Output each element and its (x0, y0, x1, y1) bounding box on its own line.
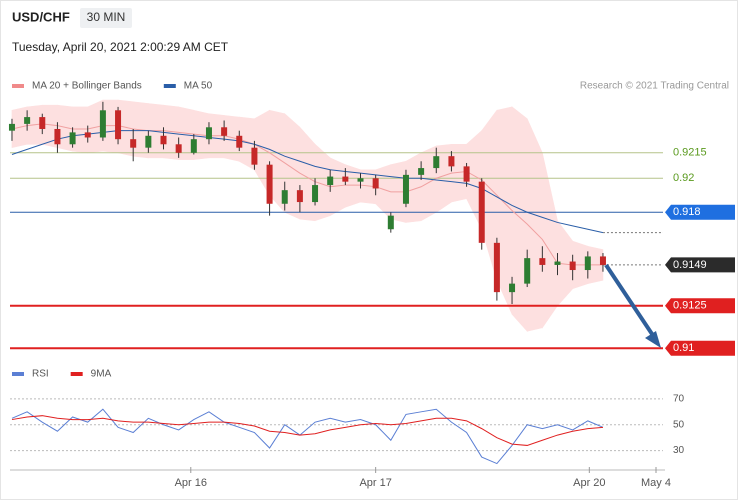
candle-body (584, 256, 591, 271)
interval-box[interactable] (80, 8, 132, 28)
band-fill (72, 106, 89, 154)
time-label: May 4 (641, 477, 671, 489)
legend-swatch (70, 372, 83, 376)
level-tag (665, 340, 735, 356)
time-label: Apr 17 (359, 477, 391, 489)
symbol: USD/CHF (12, 9, 70, 24)
level-label: 0.9215 (673, 147, 707, 159)
band-fill (345, 164, 361, 208)
candle-body (8, 123, 15, 131)
candle-body (130, 139, 137, 148)
band-fill (511, 106, 528, 332)
candle-body (312, 185, 319, 203)
candle-body (115, 110, 122, 140)
rsi-series (11, 415, 604, 446)
forecast-arrowhead (645, 331, 661, 348)
ma50-line (11, 130, 604, 234)
candle-body (372, 178, 379, 189)
candle-body (418, 168, 425, 175)
legend-swatch (12, 372, 24, 376)
candle-body (342, 176, 349, 182)
legend-swatch (163, 84, 176, 88)
time-label: Apr 16 (175, 477, 207, 489)
candle-body (24, 117, 31, 124)
candle-body (160, 135, 167, 145)
rsi-series (11, 408, 604, 465)
rsi-tick-label: 50 (673, 419, 685, 430)
candle-body (296, 190, 303, 203)
candle-body (236, 135, 243, 148)
legend-label: MA 20 + Bollinger Bands (32, 81, 142, 92)
level-label: 0.9149 (673, 259, 707, 271)
candle-body (402, 174, 409, 204)
level-label: 0.9125 (673, 300, 707, 312)
level-tag (665, 257, 735, 273)
candle-body (554, 261, 561, 265)
ma20-line (11, 123, 603, 266)
rsi-tick-label: 30 (673, 445, 685, 456)
candle-body (387, 215, 394, 230)
candle-body (69, 132, 76, 145)
candle-body (54, 128, 61, 145)
candle-body (493, 242, 500, 293)
candle-body (175, 144, 182, 153)
legend-label: MA 50 (184, 81, 213, 92)
candle-body (463, 166, 470, 182)
candle-body (221, 127, 228, 136)
candle-body (251, 147, 258, 165)
candle-body (99, 110, 106, 138)
candle-body (190, 139, 197, 153)
candle-body (448, 156, 455, 167)
candle-body (205, 127, 212, 140)
candle-body (145, 135, 152, 148)
legend-swatch (12, 84, 24, 88)
timestamp: Tuesday, April 20, 2021 2:00:29 AM CET (12, 40, 229, 54)
level-tag (665, 298, 735, 314)
credit: Research © 2021 Trading Central (580, 81, 729, 92)
candle-body (524, 258, 531, 284)
forecast-arrow (604, 263, 658, 342)
level-tag (665, 204, 735, 220)
candle-body (599, 256, 606, 265)
level-label: 0.91 (673, 342, 694, 354)
candle-body (281, 190, 288, 204)
interval[interactable]: 30 MIN (87, 10, 126, 24)
candle-body (569, 261, 576, 271)
candle-body (357, 178, 364, 182)
level-label: 0.92 (673, 172, 694, 184)
candle-body (509, 283, 516, 293)
candle-body (327, 176, 334, 186)
level-label: 0.918 (673, 206, 701, 218)
legend-label: RSI (32, 369, 49, 380)
rsi-tick-label: 70 (673, 394, 685, 405)
candle-body (478, 181, 485, 243)
band-fill (526, 118, 543, 332)
time-label: Apr 20 (573, 477, 605, 489)
candle-body (539, 258, 546, 265)
candle-body (84, 132, 91, 138)
candle-body (266, 164, 273, 204)
candle-body (39, 117, 46, 129)
legend-label: 9MA (91, 369, 112, 380)
candle-body (433, 156, 440, 169)
